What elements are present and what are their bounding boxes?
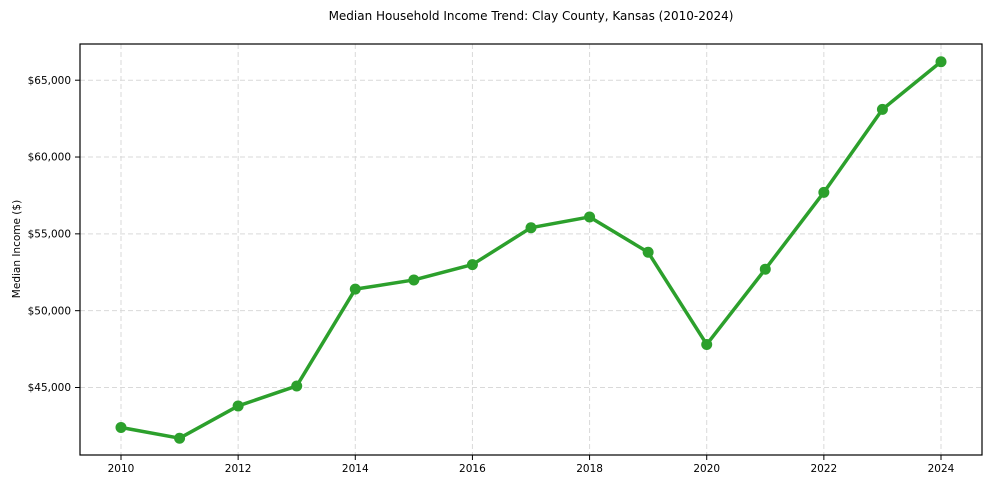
data-point-2018 [584,211,596,223]
data-point-2017 [525,222,537,234]
data-point-2023 [876,103,888,115]
data-point-2015 [408,274,420,286]
plot-frame [79,43,983,456]
x-tick-label: 2012 [225,463,252,475]
data-point-2022 [818,186,830,198]
x-tick-label: 2024 [928,463,955,475]
chart-title: Median Household Income Trend: Clay Coun… [328,9,734,23]
y-tick-label: $45,000 [28,382,71,394]
y-tick-label: $50,000 [28,305,71,317]
data-point-2019 [642,246,654,258]
y-tick-label: $65,000 [28,75,71,87]
x-tick-label: 2014 [342,463,369,475]
x-tick-label: 2020 [693,463,720,475]
data-point-2024 [935,56,947,68]
data-point-2012 [232,400,244,412]
data-point-2010 [115,421,127,433]
y-tick-label: $60,000 [28,152,71,164]
data-point-2013 [291,380,303,392]
data-point-2020 [701,338,713,350]
x-tick-label: 2018 [576,463,603,475]
trend-line [119,60,943,440]
data-point-2011 [174,432,186,444]
data-point-2021 [759,263,771,275]
x-tick-label: 2022 [810,463,837,475]
x-tick-label: 2010 [108,463,135,475]
y-tick-label: $55,000 [28,229,71,241]
x-tick-label: 2016 [459,463,486,475]
data-point-2014 [349,283,361,295]
data-point-2016 [466,259,478,271]
